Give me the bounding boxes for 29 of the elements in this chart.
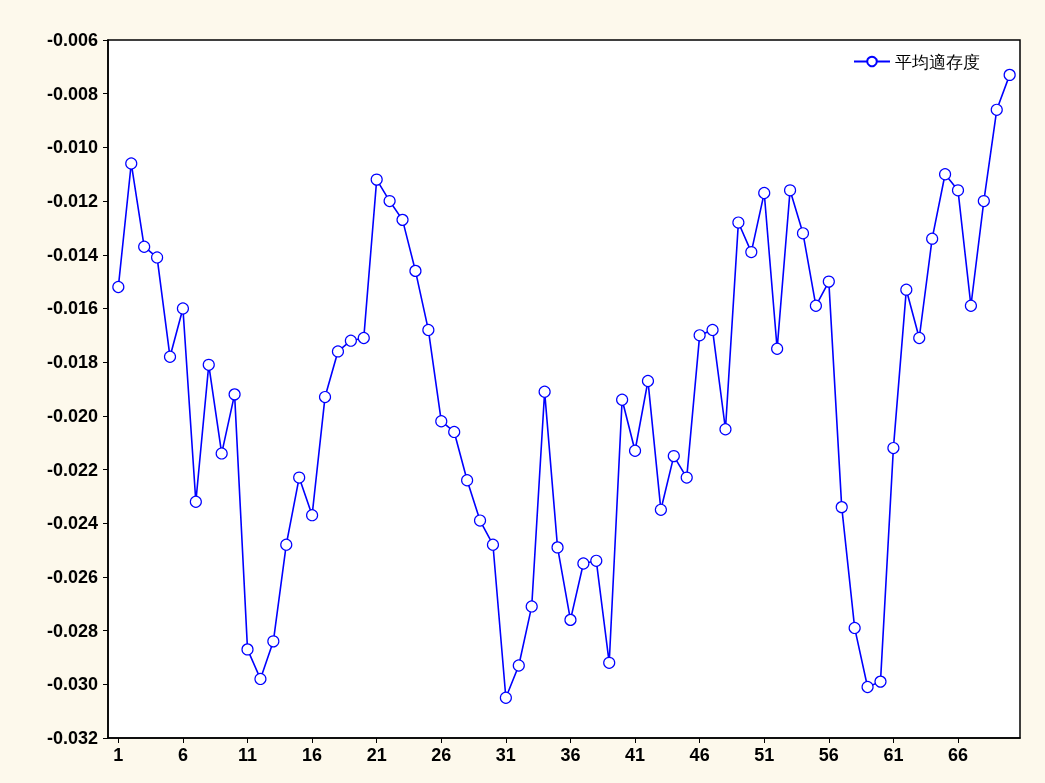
x-tick-label: 21	[366, 745, 387, 765]
y-tick-label: -0.028	[46, 620, 98, 641]
x-tick-label: 31	[495, 745, 516, 765]
x-tick-label: 1	[113, 745, 124, 765]
y-tick-label: -0.012	[46, 191, 98, 212]
y-tick-label: -0.024	[46, 513, 98, 534]
y-tick-label: -0.014	[46, 244, 98, 265]
x-tick-label: 61	[883, 745, 904, 765]
x-tick-label: 51	[754, 745, 775, 765]
x-tick-label: 56	[818, 745, 839, 765]
x-tick-label: 66	[947, 745, 969, 765]
x-tick-label: 26	[431, 745, 452, 765]
y-tick-label: -0.030	[46, 674, 98, 695]
x-tick-label: 6	[177, 745, 188, 765]
y-tick-label: -0.016	[46, 298, 98, 319]
y-tick-label: -0.006	[46, 30, 98, 50]
x-tick-label: 46	[689, 745, 710, 765]
x-tick-label: 16	[302, 745, 323, 765]
x-tick-label: 11	[238, 745, 258, 765]
x-tick-label: 41	[625, 745, 646, 765]
y-tick-label: -0.010	[46, 137, 98, 158]
y-tick-label: -0.020	[46, 405, 98, 426]
y-tick-label: -0.022	[46, 459, 98, 480]
y-tick-label: -0.008	[46, 83, 98, 104]
y-tick-label: -0.032	[46, 728, 98, 748]
legend-label: 平均適存度	[895, 51, 980, 72]
y-tick-label: -0.026	[46, 566, 98, 587]
x-tick-label: 36	[560, 745, 581, 765]
y-tick-label: -0.018	[46, 352, 98, 373]
